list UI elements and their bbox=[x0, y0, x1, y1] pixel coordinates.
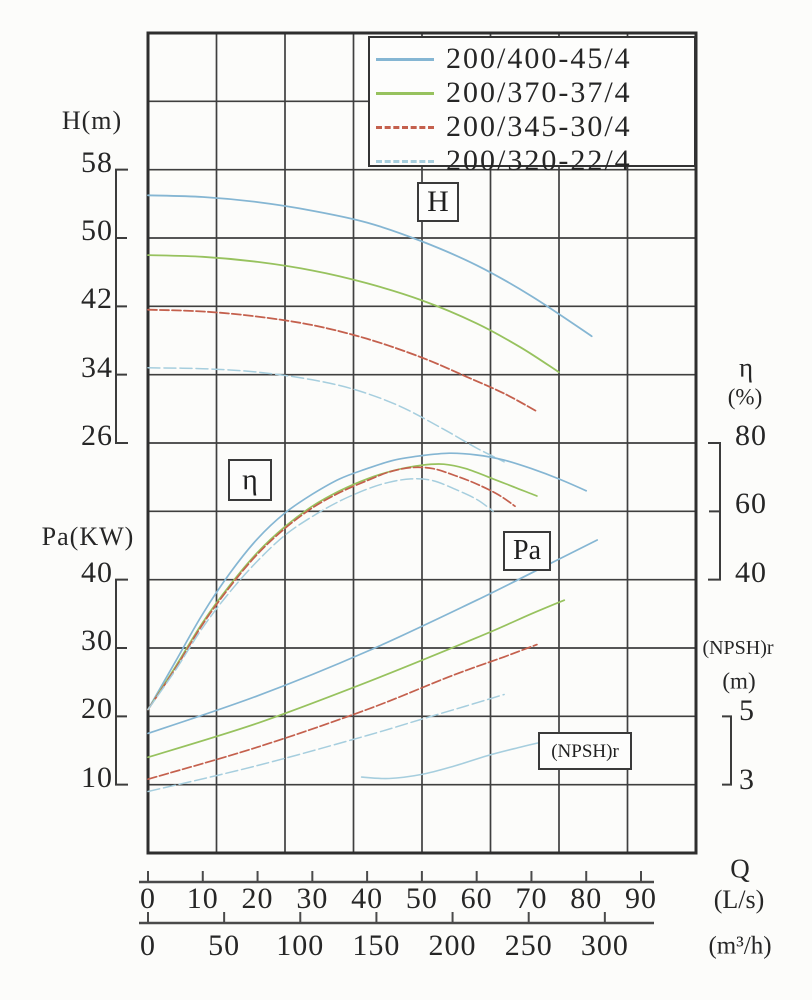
flow-ls-tick-label: 90 bbox=[625, 882, 657, 915]
power-axis-tick-label: 40 bbox=[81, 555, 113, 589]
curve-eta-200-320-22-4 bbox=[147, 478, 494, 711]
legend-item: 200/320-22/4 bbox=[376, 144, 694, 178]
npsh-axis-tick-label: 5 bbox=[739, 694, 755, 728]
plot-border bbox=[146, 31, 698, 855]
flow-axis-unit-ls: (L/s) bbox=[713, 885, 765, 914]
efficiency-axis-tick-label: 40 bbox=[735, 555, 767, 589]
power-scale-bracket bbox=[115, 578, 128, 786]
efficiency-axis-title: η bbox=[738, 352, 754, 383]
legend-label: 200/370-37/4 bbox=[446, 76, 632, 109]
flow-ls-tick-label: 10 bbox=[186, 882, 219, 915]
power-axis-tick-label: 30 bbox=[81, 623, 113, 657]
flow-ls-tick-label: 40 bbox=[351, 882, 384, 915]
curve-pa-200-400-45-4 bbox=[147, 539, 599, 735]
npsh-axis-tick-label: 3 bbox=[739, 762, 755, 796]
power-curves-badge-label: Pa bbox=[513, 535, 541, 566]
flow-axis-title: Q bbox=[730, 853, 750, 884]
curve-h-200-345-30-4 bbox=[147, 308, 538, 413]
flow-ls-tick-label: 0 bbox=[140, 882, 156, 915]
curve-eta-200-400-45-4 bbox=[147, 452, 588, 711]
npsh-axis-title: (NPSH)r bbox=[702, 637, 774, 659]
flow-ls-tick-label: 20 bbox=[241, 882, 274, 915]
power-axis-title: Pa(KW) bbox=[41, 522, 135, 551]
power-curves-badge: Pa bbox=[503, 531, 551, 571]
head-axis-title: H(m) bbox=[61, 106, 123, 135]
power-axis-tick-label: 10 bbox=[81, 760, 113, 794]
head-scale-bracket bbox=[115, 168, 128, 444]
head-axis-tick-label: 50 bbox=[81, 213, 113, 247]
legend: 200/400-45/4 200/370-37/4 200/345-30/4 200/… bbox=[368, 36, 696, 177]
flow-axis-unit-m3h: (m³/h) bbox=[708, 932, 772, 960]
flow-m3h-tick-label: 50 bbox=[208, 929, 241, 962]
curve-pa-200-370-37-4 bbox=[147, 599, 566, 759]
head-axis-tick-label: 26 bbox=[81, 418, 113, 452]
npsh-axis-unit: (m) bbox=[722, 668, 756, 694]
efficiency-curves-badge-label: η bbox=[242, 463, 258, 496]
head-axis-tick-label: 58 bbox=[81, 145, 113, 179]
npsh-curve-badge-label: (NPSH)r bbox=[551, 740, 619, 762]
legend-line-sample bbox=[376, 57, 434, 61]
head-curves-badge: H bbox=[417, 182, 459, 222]
flow-m3h-tick-label: 200 bbox=[428, 929, 477, 962]
power-axis-tick-label: 20 bbox=[81, 692, 113, 726]
curve-pa-200-320-22-4 bbox=[147, 693, 505, 793]
flow-m3h-tick-label: 300 bbox=[580, 929, 629, 962]
flow-ls-tick-label: 50 bbox=[405, 882, 438, 915]
legend-label: 200/400-45/4 bbox=[446, 42, 632, 75]
legend-label: 200/345-30/4 bbox=[446, 110, 632, 143]
curve-eta-200-345-30-4 bbox=[147, 466, 516, 711]
head-axis-tick-label: 34 bbox=[81, 350, 113, 384]
head-curves-badge-label: H bbox=[427, 185, 449, 218]
efficiency-scale-bracket bbox=[708, 442, 721, 581]
curve-pa-200-345-30-4 bbox=[147, 643, 538, 781]
flow-m3h-tick-label: 150 bbox=[352, 929, 401, 962]
curve-h-200-370-37-4 bbox=[147, 254, 560, 373]
efficiency-curves-badge: η bbox=[228, 459, 272, 501]
legend-line-sample bbox=[376, 159, 434, 163]
npsh-curve-badge: (NPSH)r bbox=[538, 732, 632, 770]
legend-item: 200/370-37/4 bbox=[376, 76, 694, 110]
legend-item: 200/345-30/4 bbox=[376, 110, 694, 144]
flow-m3h-tick-label: 250 bbox=[504, 929, 553, 962]
flow-ls-tick-label: 60 bbox=[460, 882, 493, 915]
flow-m3h-tick-label: 0 bbox=[140, 929, 156, 962]
efficiency-axis-unit: (%) bbox=[727, 384, 763, 410]
flow-ls-tick-label: 80 bbox=[570, 882, 603, 915]
flow-ls-tick-label: 30 bbox=[296, 882, 329, 915]
curve-npsh-200-400-45-4 bbox=[360, 741, 544, 780]
efficiency-axis-tick-label: 80 bbox=[735, 418, 767, 452]
head-axis-tick-label: 42 bbox=[81, 282, 113, 316]
flow-ls-tick-label: 70 bbox=[515, 882, 548, 915]
efficiency-axis-tick-label: 60 bbox=[735, 487, 767, 521]
legend-line-sample bbox=[376, 91, 434, 95]
curve-h-200-400-45-4 bbox=[147, 194, 593, 338]
flow-m3h-tick-label: 100 bbox=[276, 929, 325, 962]
curve-h-200-320-22-4 bbox=[147, 367, 505, 463]
legend-item: 200/400-45/4 bbox=[376, 42, 694, 76]
legend-label: 200/320-22/4 bbox=[446, 144, 632, 177]
npsh-scale-bracket bbox=[722, 715, 732, 786]
legend-line-sample bbox=[376, 125, 434, 129]
curve-eta-200-370-37-4 bbox=[147, 463, 538, 711]
